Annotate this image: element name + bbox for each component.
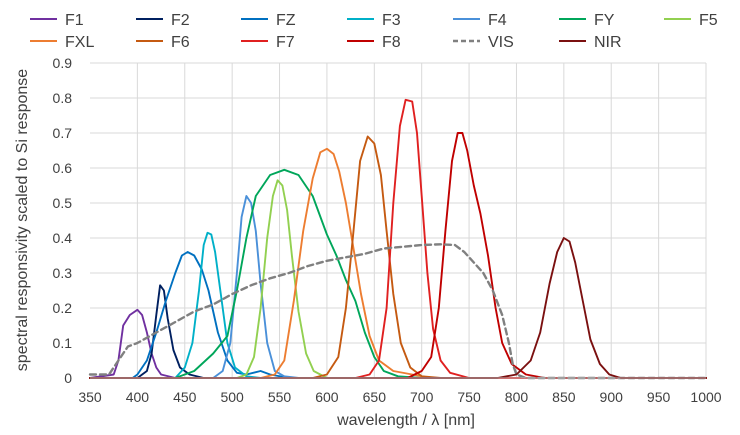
x-axis-title: wavelength / λ [nm] (336, 412, 475, 429)
x-tick-label: 650 (363, 389, 387, 405)
y-tick-label: 0.8 (53, 90, 73, 106)
x-tick-label: 400 (126, 389, 150, 405)
series-line-vis (88, 243, 708, 380)
y-tick-label: 0.9 (53, 55, 73, 71)
y-axis-title: spectral responsivity scaled to Si respo… (14, 69, 31, 371)
x-tick-labels: 350 400 450 500 550 600 650 700 750 800 850 900 950 1… (78, 389, 721, 405)
x-tick-label: 900 (600, 389, 624, 405)
series-lines (88, 98, 708, 380)
legend-label-f4: F4 (488, 12, 507, 29)
y-tick-label: 0.4 (53, 230, 73, 246)
legend-label-fy: FY (594, 12, 615, 29)
legend-label-vis: VIS (488, 34, 514, 51)
x-tick-label: 750 (457, 389, 481, 405)
y-tick-label: 0.3 (53, 265, 73, 281)
x-tick-label: 700 (410, 389, 434, 405)
legend-label-f8: F8 (382, 34, 401, 51)
legend-label-f6: F6 (171, 34, 190, 51)
legend-label-fxl: FXL (65, 34, 94, 51)
series-line-f6 (89, 135, 707, 379)
y-tick-label: 0.7 (53, 125, 73, 141)
x-tick-label: 600 (315, 389, 339, 405)
x-tick-label: 550 (268, 389, 292, 405)
x-tick-label: 1000 (690, 389, 721, 405)
legend: F1 F2 FZ F3 F4 FY F5 FXL F6 F7 F8 VIS NIR (30, 12, 718, 51)
series-line-fz (89, 251, 707, 379)
series-line-f4 (89, 195, 707, 379)
x-tick-label: 350 (78, 389, 102, 405)
series-line-f3 (89, 231, 707, 379)
legend-label-nir: NIR (594, 34, 622, 51)
y-tick-label: 0.5 (53, 195, 73, 211)
x-tick-label: 850 (552, 389, 576, 405)
grid (90, 62, 707, 378)
y-tick-labels: 0 0.1 0.2 0.3 0.4 0.5 0.6 0.7 0.8 0.9 (53, 55, 73, 386)
series-line-f2 (89, 284, 707, 379)
series-line-f5 (89, 179, 707, 379)
series-line-fxl (89, 147, 707, 379)
y-tick-label: 0.1 (53, 335, 73, 351)
legend-label-f1: F1 (65, 12, 84, 29)
series-line-nir (89, 237, 707, 379)
legend-label-fz: FZ (276, 12, 296, 29)
x-tick-label: 950 (647, 389, 671, 405)
legend-label-f2: F2 (171, 12, 190, 29)
y-tick-label: 0.6 (53, 160, 73, 176)
x-tick-label: 500 (220, 389, 244, 405)
series-line-f7 (89, 98, 707, 379)
series-line-fy (89, 168, 707, 379)
x-tick-label: 450 (173, 389, 197, 405)
x-tick-label: 800 (505, 389, 529, 405)
y-tick-label: 0 (64, 370, 72, 386)
legend-label-f7: F7 (276, 34, 295, 51)
y-tick-label: 0.2 (53, 300, 73, 316)
legend-label-f3: F3 (382, 12, 401, 29)
legend-label-f5: F5 (699, 12, 718, 29)
